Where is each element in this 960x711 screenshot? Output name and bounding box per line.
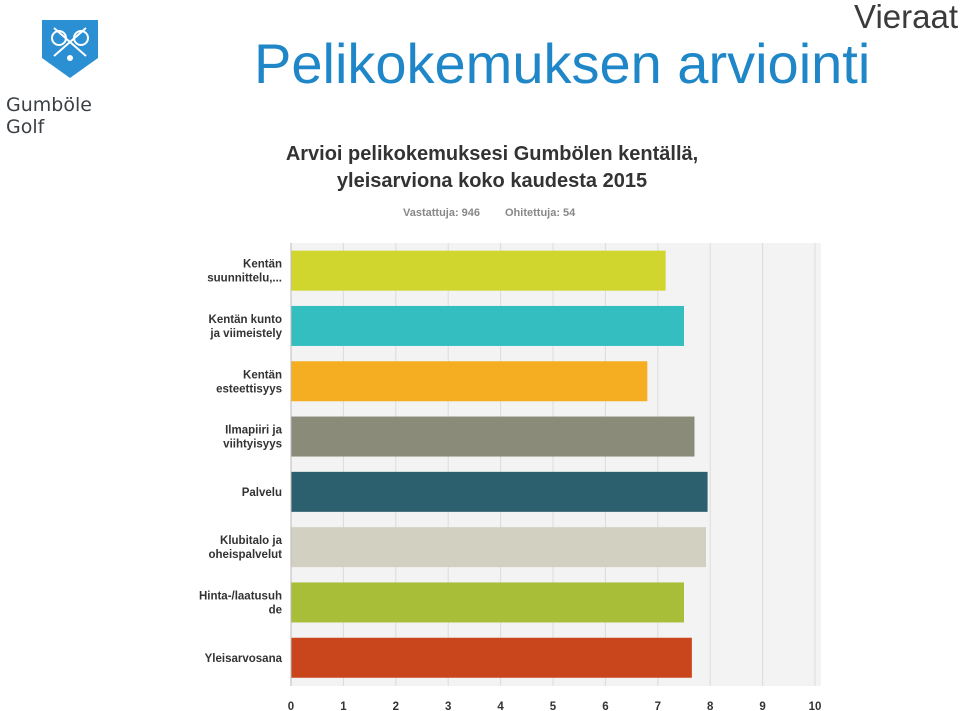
bar [291,361,648,402]
logo-text: Gumböle Golf [6,94,92,138]
bar [291,637,692,678]
x-tick-label: 9 [759,701,765,711]
x-tick-label: 1 [340,701,347,711]
category-label: Kentän [243,369,282,381]
category-label: Yleisarvosana [205,653,283,665]
category-label: Palvelu [242,487,282,499]
chart-title-line-1: Arvioi pelikokemuksesi Gumbölen kentällä… [286,143,698,165]
x-tick-label: 0 [288,701,294,711]
skipped-count: Ohitettuja: 54 [505,207,576,219]
x-tick-label: 6 [602,701,608,711]
category-label: ja viimeistely [209,328,282,340]
bar [291,250,666,291]
bar [291,582,684,623]
x-tick-label: 5 [550,701,557,711]
category-label: Kentän [243,259,282,271]
x-tick-label: 4 [497,701,504,711]
category-label: oheispalvelut [209,549,283,561]
bar [291,305,684,346]
bar [291,416,695,457]
x-tick-label: 7 [655,701,661,711]
golf-club-crest-icon [42,20,98,78]
bar [291,471,708,512]
category-label: Hinta-/laatusuh [199,590,282,602]
x-tick-label: 8 [707,701,714,711]
bar-series [291,250,708,678]
page-title: Pelikokemuksen arviointi [254,32,871,95]
category-label: suunnittelu,... [207,273,282,285]
x-tick-label: 2 [393,701,399,711]
x-axis-ticks: 0 1 2 3 4 5 6 7 8 9 10 [288,701,822,711]
chart-title-line-2: yleisarviona koko kaudesta 2015 [337,170,647,192]
category-label: Klubitalo ja [220,535,283,547]
gumbole-golf-logo: Gumböle Golf [6,14,134,138]
x-tick-label: 3 [445,701,451,711]
category-label: Ilmapiiri ja [225,425,282,437]
category-label: esteettisyys [216,383,282,395]
category-label: de [269,604,282,616]
category-label: viihtyisyys [223,439,282,451]
bar [291,527,707,568]
answered-count: Vastattuja: 946 [403,207,480,219]
category-label: Kentän kunto [209,314,282,326]
x-tick-label: 10 [809,701,822,711]
category-labels: Kentän suunnittelu,... Kentän kunto ja viim… [199,259,283,665]
corner-label: Vieraat [854,0,958,35]
